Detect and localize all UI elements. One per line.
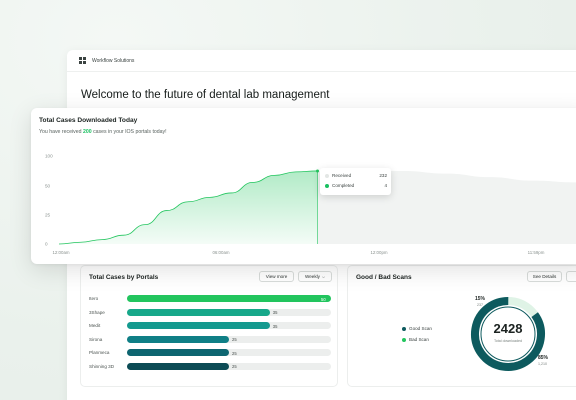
- tooltip-completed-row: Completed 4: [325, 183, 387, 188]
- view-more-label: View more: [265, 274, 288, 279]
- portal-bar-label: Medit: [89, 323, 101, 328]
- chart-subtitle: You have received 200 cases in your IOS …: [39, 129, 167, 135]
- completed-line: [58, 170, 318, 245]
- x-tick-label: 06:00am: [212, 250, 229, 255]
- legend-bad-label: Bad Scan: [409, 337, 429, 342]
- portal-bar-track: [127, 349, 331, 356]
- legend-good-label: Good Scan: [409, 326, 432, 331]
- area-chart: 100 50 25 0 12:00am 06:00am 12:00pm 11:59pm: [45, 154, 576, 255]
- chevron-down-icon: ⌵: [321, 274, 326, 279]
- portal-bar-value: 25: [232, 337, 237, 342]
- donut-total-label: Total downloaded: [494, 339, 522, 343]
- x-tick-label: 12:00pm: [370, 250, 387, 255]
- portals-title: Total Cases by Portals: [89, 274, 159, 281]
- portal-bar-track: [127, 308, 331, 316]
- portal-bar-row: 3Shape 35: [89, 308, 334, 317]
- y-tick-label: 25: [45, 213, 51, 218]
- portal-bar-fill: [127, 295, 331, 302]
- portal-bar-track: [127, 322, 331, 329]
- portal-bar-track: [127, 295, 331, 302]
- brand-name: Workflow Solutions: [92, 57, 135, 64]
- portal-bar-fill: [127, 308, 270, 316]
- portal-bar-row: Planmeca 25: [89, 349, 334, 357]
- portal-bar-fill: [127, 362, 229, 370]
- portal-bar-row: Sirona 25: [89, 335, 334, 344]
- see-details-button[interactable]: See Details: [527, 271, 562, 282]
- portal-bar-fill: [127, 335, 229, 343]
- portal-bar-row: Medit 35: [89, 322, 334, 330]
- hover-marker-dot: [316, 169, 319, 173]
- apps-grid-icon[interactable]: [79, 57, 86, 64]
- scans-title: Good / Bad Scans: [356, 274, 412, 281]
- y-tick-label: 0: [45, 242, 48, 247]
- tooltip-received-row: Received 232: [325, 173, 387, 178]
- top-bar: Workflow Solutions: [67, 50, 576, 72]
- portal-bar-value: 25: [232, 350, 237, 356]
- good-scan-count: 1,210: [538, 362, 547, 366]
- portal-bar-label: Itero: [89, 296, 99, 301]
- portal-bar-value: 25: [232, 364, 237, 369]
- donut-inner-ring: [480, 306, 536, 362]
- bad-scan-count: 237: [477, 303, 483, 307]
- chart-subtitle-count: 200: [82, 129, 92, 135]
- chart-tooltip: Received 232 Completed 4: [320, 168, 391, 195]
- page-title: Welcome to the future of dental lab mana…: [81, 89, 330, 101]
- donut-total: 2428: [493, 321, 523, 336]
- bad-scan-percent: 15%: [475, 296, 486, 302]
- portal-bar-value: 35: [272, 310, 278, 315]
- tooltip-received-dot: [325, 173, 329, 178]
- period-label: Weekly: [304, 274, 320, 279]
- chart-subtitle-suffix: cases in your IOS portals today!: [93, 129, 167, 135]
- portal-bar-label: 3Shape: [89, 309, 105, 315]
- completed-area: [59, 170, 318, 244]
- y-tick-label: 50: [45, 184, 51, 189]
- tooltip-completed-label: Completed: [332, 183, 355, 188]
- portal-bar-label: Sirona: [89, 336, 103, 342]
- chart-title: Total Cases Downloaded Today: [39, 117, 138, 124]
- legend-good-dot: [402, 326, 406, 331]
- x-tick-label: 12:00am: [52, 250, 69, 255]
- scans-period-select[interactable]: [566, 271, 576, 282]
- portal-bar-row: Itero 50: [89, 295, 334, 303]
- y-tick-label: 100: [45, 154, 53, 159]
- donut-good-arc: [471, 297, 545, 371]
- portal-bar-value: 35: [272, 323, 278, 329]
- portal-bar-value: 50: [321, 296, 326, 302]
- tooltip-received-label: Received: [332, 173, 352, 178]
- chart-subtitle-prefix: You have received: [39, 129, 82, 135]
- x-tick-label: 11:59pm: [528, 250, 545, 255]
- portal-bar-label: Planmeca: [89, 350, 110, 355]
- tooltip-completed-value: 4: [384, 183, 387, 188]
- portal-bar-row: Shinning 3D 25: [89, 362, 334, 371]
- portal-bar-fill: [127, 349, 229, 356]
- see-details-label: See Details: [532, 274, 557, 279]
- tooltip-completed-dot: [325, 183, 329, 188]
- donut-chart: [471, 297, 545, 371]
- period-select[interactable]: Weekly ⌵: [298, 271, 332, 282]
- portal-bar-track: [127, 362, 331, 370]
- portals-panel: Total Cases by Portals View more Weekly …: [80, 265, 338, 387]
- cases-chart-card: Total Cases Downloaded Today You have re…: [31, 108, 576, 264]
- tooltip-received-value: 232: [379, 173, 387, 178]
- portal-bar-track: [127, 335, 331, 343]
- legend-good-scan: Good Scan: [402, 326, 432, 331]
- legend-bad-scan: Bad Scan: [402, 337, 429, 342]
- good-scan-percent: 85%: [538, 355, 549, 361]
- scans-donut: 2428 Total downloaded: [470, 296, 546, 372]
- view-more-button[interactable]: View more: [259, 271, 294, 282]
- legend-bad-dot: [402, 337, 406, 342]
- portal-bar-fill: [127, 322, 270, 329]
- portal-bar-label: Shinning 3D: [89, 363, 115, 369]
